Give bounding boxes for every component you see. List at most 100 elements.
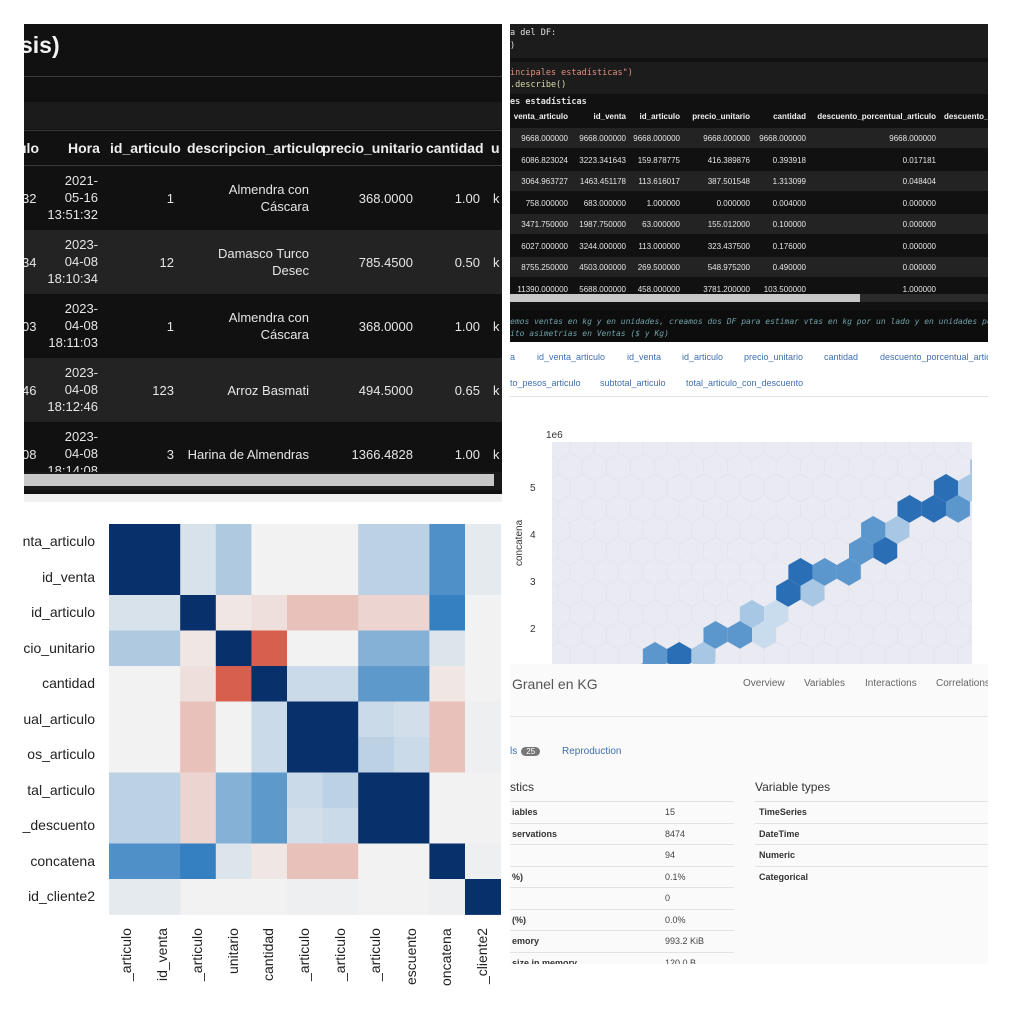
heatmap-cell	[180, 737, 217, 773]
col-header-hora[interactable]: Hora	[68, 140, 100, 156]
nav-interactions[interactable]: Interactions	[865, 678, 917, 689]
heatmap-cell	[215, 879, 252, 915]
table-row[interactable]: 34 2023- 04-08 18:10:34 12 Damasco Turco Desec…	[24, 230, 502, 294]
nav-overview[interactable]: Overview	[743, 678, 785, 689]
correlation-heatmap	[109, 524, 501, 915]
heatmap-cell	[180, 879, 217, 915]
table-row[interactable]: 3471.750000 1987.750000 63.000000 155.01200…	[510, 214, 988, 234]
heatmap-cell	[287, 595, 323, 631]
y-tick: 3	[530, 577, 536, 588]
table-row[interactable]: 03 2023- 04-08 18:11:03 1 Almendra con Cáscara…	[24, 294, 502, 358]
cell-prev: 46	[24, 383, 37, 398]
cell-id-articulo: 12	[159, 255, 174, 270]
cell-cantidad: 0.65	[454, 383, 480, 398]
variable-tab[interactable]: total_articulo_con_descuento	[686, 378, 804, 388]
heatmap-cell	[358, 808, 395, 844]
variable-tab[interactable]: cantidad	[824, 352, 859, 362]
heatmap-cell	[109, 701, 145, 738]
describe-cell: 758.000000	[525, 198, 568, 208]
col-header-id-articulo[interactable]: id_articulo	[110, 140, 181, 156]
stats-row: %) 0.1%	[510, 865, 734, 888]
heatmap-cell	[322, 630, 359, 667]
heatmap-cell	[180, 559, 217, 596]
variable-tab[interactable]: precio_unitario	[744, 352, 804, 362]
describe-cell: 9668.000000	[633, 134, 680, 143]
cell-hora: 2021-	[64, 173, 98, 188]
heatmap-cell	[465, 701, 501, 738]
table-row[interactable]: 758.000000 683.000000 1.000000 0.000000 0.00…	[510, 193, 988, 213]
variable-tab[interactable]: descuento_porcentual_artic	[880, 352, 988, 362]
col-header-cantidad[interactable]: cantidad	[426, 140, 484, 156]
describe-cell: 0.017181	[902, 155, 936, 165]
table-row[interactable]: 08 2023- 04-08 18:14:08 3 Harina de Almendras…	[24, 422, 502, 486]
describe-cell: 6027.000000	[521, 241, 568, 251]
horizontal-scrollbar[interactable]	[510, 294, 988, 302]
heatmap-cell	[180, 843, 217, 880]
heatmap-cell	[322, 737, 359, 773]
heatmap-cell	[144, 772, 181, 809]
heatmap-cell	[180, 524, 217, 560]
variable-tab[interactable]: id_venta	[627, 352, 662, 362]
col-header-descripcion[interactable]: descripcion_articulo	[187, 140, 324, 156]
horizontal-scrollbar[interactable]	[24, 472, 502, 490]
describe-cell: 0.004000	[772, 198, 806, 208]
code-cell[interactable]	[510, 24, 988, 58]
heatmap-cell	[465, 772, 501, 809]
table-row[interactable]: 3064.963727 1463.451178 113.616017 387.5015…	[510, 171, 988, 191]
stats-label: (%)	[512, 914, 526, 925]
heatmap-cell	[322, 879, 359, 915]
code-string: incipales estadísticas")	[510, 68, 633, 78]
heatmap-cell	[465, 666, 501, 702]
describe-cell: 113.616017	[638, 177, 680, 186]
describe-cell: 8755.250000	[521, 263, 568, 272]
heatmap-cell	[465, 524, 501, 560]
heatmap-cell	[251, 595, 288, 631]
variable-tab[interactable]: a	[510, 352, 516, 362]
table-row[interactable]: 8755.250000 4503.000000 269.500000 548.9752…	[510, 257, 988, 277]
describe-cell: 0.176000	[772, 241, 806, 251]
heatmap-cell	[109, 595, 145, 631]
nav-variables[interactable]: Variables	[804, 678, 845, 689]
variable-tab[interactable]: id_articulo	[682, 352, 724, 362]
section-title: sis)	[24, 32, 60, 58]
nav-correlations[interactable]: Correlations	[936, 678, 988, 689]
col-header-u[interactable]: u	[491, 140, 500, 156]
hexbin-empty-cell	[616, 662, 621, 664]
table-row[interactable]: 6086.823024 3223.341643 159.878775 416.3898…	[510, 150, 988, 170]
heatmap-cell	[429, 666, 466, 702]
variable-tab[interactable]: id_venta_articulo	[537, 352, 606, 362]
heatmap-cell	[180, 772, 217, 809]
hexbin-empty-cell	[955, 662, 961, 664]
table-row[interactable]: 11390.000000 5688.000000 458.000000 3781.20…	[510, 279, 988, 299]
table-row[interactable]: 9668.000000 9668.000000 9668.000000 9668.00…	[510, 128, 988, 148]
tab-alerts[interactable]: ls 25	[510, 746, 541, 757]
hexbin-cell	[727, 621, 752, 649]
table-row[interactable]: 32 2021- 05-16 13:51:32 1 Almendra con Cáscara…	[24, 166, 502, 230]
heatmap-cell	[287, 701, 323, 738]
variable-tab[interactable]: subtotal_articulo	[600, 378, 666, 388]
table-row[interactable]: 6027.000000 3244.000000 113.000000 323.4375…	[510, 236, 988, 256]
describe-cell: 9668.000000	[759, 134, 806, 143]
hexbin-empty-cell	[567, 662, 573, 664]
stats-row: 94	[510, 844, 734, 866]
stats-value: 15	[665, 807, 676, 817]
scrollbar-thumb[interactable]	[510, 294, 860, 302]
heatmap-col-label: _articulo	[367, 928, 384, 981]
table-row[interactable]: 46 2023- 04-08 18:12:46 123 Arroz Basmati 494.…	[24, 358, 502, 422]
heatmap-row-label: nta_articulo	[22, 533, 95, 549]
col-header[interactable]: ulo	[24, 140, 39, 156]
hexbin-cell	[836, 558, 862, 586]
heatmap-cell	[251, 879, 288, 915]
describe-cell: 3244.000000	[579, 241, 626, 251]
tab-reproduction[interactable]: Reproduction	[562, 746, 622, 757]
markdown-comment: emos ventas en kg y en unidades, creamos…	[510, 310, 988, 342]
scrollbar-thumb[interactable]	[24, 474, 494, 486]
heatmap-cell	[109, 879, 145, 915]
variable-tab[interactable]: to_pesos_articulo	[510, 378, 581, 388]
describe-cell: 0.048404	[902, 177, 936, 186]
col-header-precio-unitario[interactable]: precio_unitario	[322, 140, 424, 156]
describe-cell: 387.501548	[707, 177, 750, 186]
code-cell[interactable]	[510, 62, 988, 94]
y-tick: 4	[530, 530, 536, 541]
heatmap-cell	[287, 772, 323, 809]
